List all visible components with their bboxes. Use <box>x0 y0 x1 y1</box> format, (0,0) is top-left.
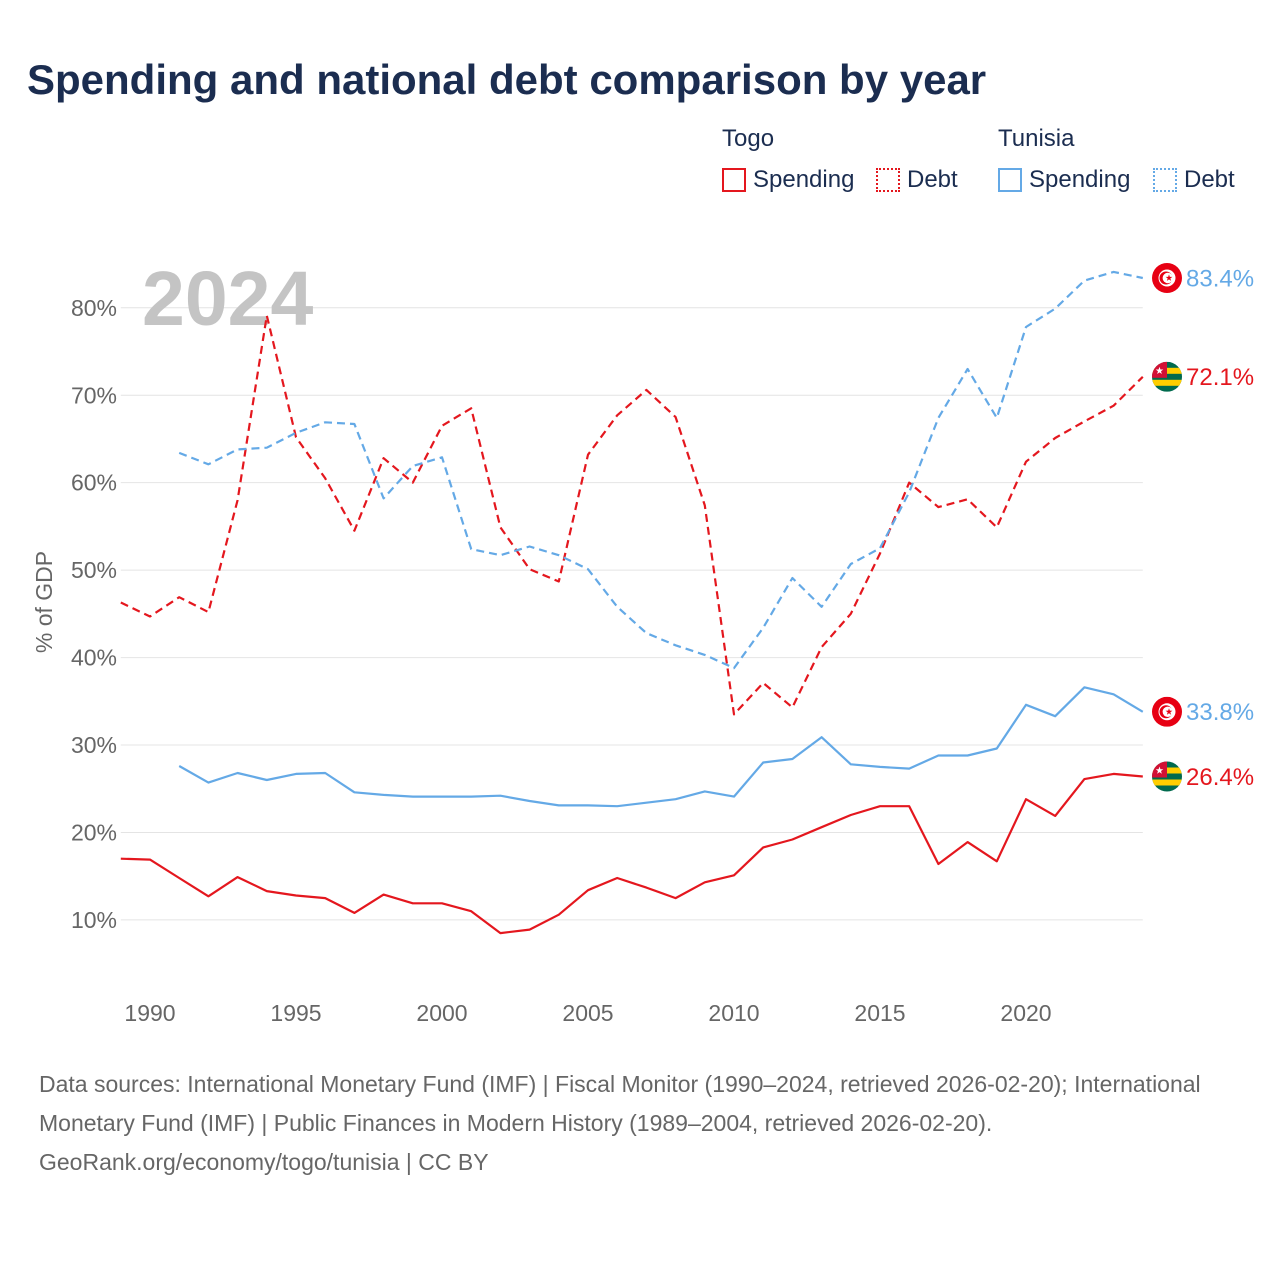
legend-swatch-solid <box>998 168 1022 192</box>
tunisia-flag-icon <box>1152 696 1182 727</box>
y-tick-label: 20% <box>71 820 117 846</box>
legend-swatch-dotted <box>876 168 900 192</box>
legend-group-title: Tunisia <box>998 125 1075 152</box>
legend-item-label: Debt <box>1184 166 1235 193</box>
y-axis-label: % of GDP <box>31 551 57 653</box>
series-lines <box>120 270 1144 935</box>
legend-group-title: Togo <box>722 125 775 152</box>
togo-debt-end-label: 72.1% <box>1186 364 1254 391</box>
credit-line: GeoRank.org/economy/togo/tunisia | CC BY <box>39 1149 489 1175</box>
togo-spending-line <box>120 772 1143 935</box>
y-tick-label: 80% <box>71 295 117 321</box>
y-tick-label: 70% <box>71 382 117 408</box>
end-markers: 72.1% 83.4% 26.4% 33.8% <box>1152 263 1254 792</box>
data-sources: Data sources: International Monetary Fun… <box>39 1071 1201 1136</box>
x-tick-label: 2000 <box>416 1000 467 1026</box>
tunisia-debt-end-label: 83.4% <box>1186 265 1254 292</box>
togo-debt-line <box>120 314 1144 716</box>
tunisia-spending-end-label: 33.8% <box>1186 699 1254 726</box>
tunisia-flag-icon <box>1152 263 1182 293</box>
y-tick-label: 10% <box>71 907 117 933</box>
x-tick-label: 1990 <box>124 1000 175 1026</box>
legend-item-label: Spending <box>753 166 855 193</box>
y-axis-ticks: 10% 20% 30% 40% 50% 60% 70% 80% <box>71 295 117 933</box>
chart-plot: 10% 20% 30% 40% 50% 60% 70% 80% 1990 1995 2000 200… <box>31 256 1254 1026</box>
x-tick-label: 1995 <box>270 1000 321 1026</box>
x-tick-label: 2005 <box>562 1000 613 1026</box>
legend-swatch-solid <box>722 168 746 192</box>
togo-flag-icon <box>1152 762 1182 792</box>
tunisia-spending-line <box>178 686 1144 808</box>
legend-swatch-dotted <box>1153 168 1177 192</box>
legend-item-label: Debt <box>907 166 958 193</box>
x-tick-label: 2020 <box>1000 1000 1051 1026</box>
chart-title: Spending and national debt comparison by… <box>27 56 987 103</box>
x-axis-ticks: 1990 1995 2000 2005 2010 2015 2020 <box>124 1000 1051 1026</box>
year-label: 2024 <box>142 256 313 342</box>
togo-spending-end-label: 26.4% <box>1186 764 1254 791</box>
y-tick-label: 40% <box>71 645 117 671</box>
gridlines <box>120 307 1143 921</box>
y-tick-label: 60% <box>71 470 117 496</box>
y-tick-label: 50% <box>71 557 117 583</box>
legend-item-label: Spending <box>1029 166 1131 193</box>
tunisia-debt-line <box>178 270 1144 670</box>
footer: Data sources: International Monetary Fun… <box>39 1065 1244 1182</box>
y-tick-label: 30% <box>71 732 117 758</box>
togo-flag-icon <box>1152 362 1182 392</box>
x-tick-label: 2015 <box>854 1000 905 1026</box>
x-tick-label: 2010 <box>708 1000 759 1026</box>
